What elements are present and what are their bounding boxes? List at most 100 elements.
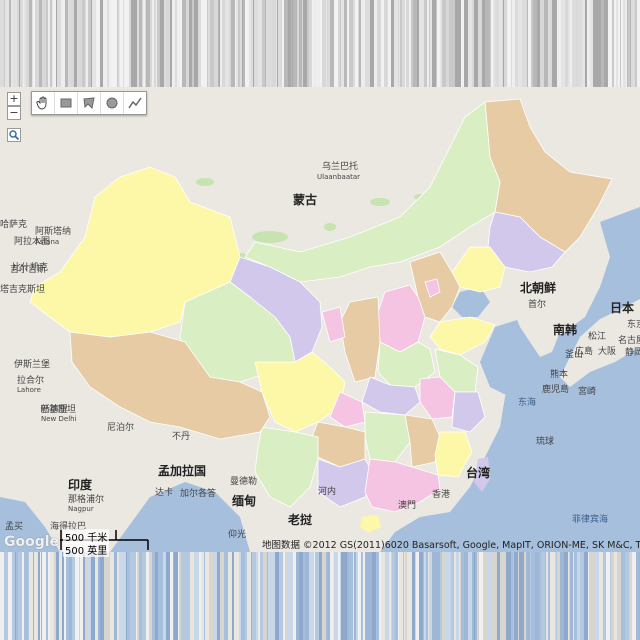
glitch-stripe — [39, 0, 42, 87]
glitch-stripe — [506, 552, 508, 640]
glitch-stripe — [42, 552, 46, 640]
glitch-stripe — [341, 552, 343, 640]
circle-icon[interactable] — [101, 92, 124, 114]
glitch-stripe — [111, 0, 115, 87]
glitch-stripe — [263, 552, 267, 640]
glitch-stripe — [252, 552, 256, 640]
glitch-stripe — [146, 552, 149, 640]
glitch-stripe — [405, 552, 407, 640]
glitch-stripe — [359, 0, 361, 87]
glitch-stripe — [88, 0, 91, 87]
glitch-stripe — [436, 552, 440, 640]
glitch-stripe — [407, 552, 410, 640]
polyline-icon[interactable] — [124, 92, 146, 114]
glitch-stripe — [119, 552, 123, 640]
glitch-stripe — [91, 552, 95, 640]
country-label-myanmar: 缅甸 — [232, 493, 256, 508]
glitch-stripe — [589, 552, 592, 640]
country-label-kyrgyzstan: 吉尔吉斯 — [10, 263, 46, 275]
glitch-stripe — [247, 552, 250, 640]
glitch-stripe — [131, 0, 135, 87]
glitch-stripe — [56, 0, 57, 87]
glitch-stripe — [68, 0, 71, 87]
city-label-lahore-en: Lahore — [17, 386, 41, 394]
province-chongqing — [329, 391, 366, 428]
city-label-yangon: 仰光 — [228, 528, 246, 540]
glitch-stripe — [502, 0, 503, 87]
glitch-stripe — [527, 552, 530, 640]
glitch-stripe — [604, 0, 608, 87]
glitch-stripe — [194, 552, 196, 640]
glitch-stripe — [62, 552, 64, 640]
glitch-stripe — [521, 552, 524, 640]
rectangle-icon[interactable] — [55, 92, 78, 114]
glitch-stripe — [11, 0, 14, 87]
zoom-in-button[interactable]: + — [7, 92, 21, 106]
glitch-stripe — [391, 552, 392, 640]
glitch-stripe — [555, 552, 556, 640]
glitch-stripe — [186, 552, 190, 640]
glitch-stripe — [548, 552, 550, 640]
glitch-stripe — [56, 552, 59, 640]
glitch-stripe — [0, 552, 4, 640]
glitch-stripe — [495, 0, 499, 87]
glitch-stripe — [392, 552, 395, 640]
drawing-toolbar — [31, 91, 147, 115]
country-label-pakistan: 巴基斯坦 — [40, 403, 76, 415]
sea-bay-of-bengal — [110, 482, 250, 552]
glitch-stripe — [394, 0, 398, 87]
glitch-stripe — [556, 552, 557, 640]
glitch-stripe — [319, 552, 322, 640]
glitch-stripe — [455, 0, 459, 87]
glitch-stripe — [273, 552, 275, 640]
glitch-stripe — [136, 552, 137, 640]
country-label-bangladesh: 孟加拉国 — [158, 463, 206, 478]
glitch-stripe — [327, 0, 328, 87]
glitch-stripe — [488, 0, 490, 87]
glitch-stripe — [40, 552, 41, 640]
glitch-stripe — [307, 0, 309, 87]
polygon-icon[interactable] — [78, 92, 101, 114]
glitch-stripe — [593, 0, 597, 87]
glitch-stripe — [124, 0, 127, 87]
glitch-stripe — [326, 0, 327, 87]
glitch-stripe — [160, 0, 164, 87]
glitch-stripe — [228, 552, 232, 640]
glitch-stripe — [338, 0, 340, 87]
glitch-stripe — [139, 552, 142, 640]
glitch-stripe — [344, 0, 347, 87]
hand-icon[interactable] — [32, 92, 55, 114]
glitch-stripe — [595, 552, 599, 640]
glitch-stripe — [142, 0, 143, 87]
glitch-stripe — [250, 552, 251, 640]
glitch-stripe — [114, 552, 117, 640]
glitch-stripe — [276, 0, 277, 87]
glitch-stripe — [562, 0, 565, 87]
glitch-stripe — [178, 552, 179, 640]
glitch-stripe — [123, 0, 124, 87]
glitch-stripe — [251, 552, 252, 640]
glitch-stripe — [530, 552, 531, 640]
magnifier-icon[interactable] — [7, 128, 21, 142]
glitch-stripe — [251, 0, 253, 87]
glitch-stripe — [22, 552, 24, 640]
map-canvas[interactable]: 蒙古 北朝鲜 南韩 日本 印度 孟加拉国 缅甸 老挝 不丹 尼泊尔 哈萨克 吉尔… — [0, 87, 640, 552]
city-label-astana-en: Astana — [35, 238, 59, 246]
sea-yellow — [480, 319, 535, 397]
glitch-stripe — [309, 0, 312, 87]
zoom-out-button[interactable]: − — [7, 106, 21, 120]
province-ningxia — [321, 306, 346, 343]
glitch-stripe — [421, 552, 423, 640]
glitch-stripe — [20, 0, 22, 87]
glitch-stripe — [61, 0, 65, 87]
glitch-stripe — [293, 552, 296, 640]
glitch-stripe — [468, 552, 472, 640]
glitch-stripe — [504, 552, 506, 640]
glitch-stripe — [552, 552, 555, 640]
glitch-stripe — [620, 0, 621, 87]
glitch-stripe — [115, 0, 117, 87]
glitch-stripe — [410, 552, 412, 640]
province-zhejiang — [451, 391, 486, 433]
glitch-stripe — [499, 0, 502, 87]
glitch-stripe — [464, 0, 468, 87]
